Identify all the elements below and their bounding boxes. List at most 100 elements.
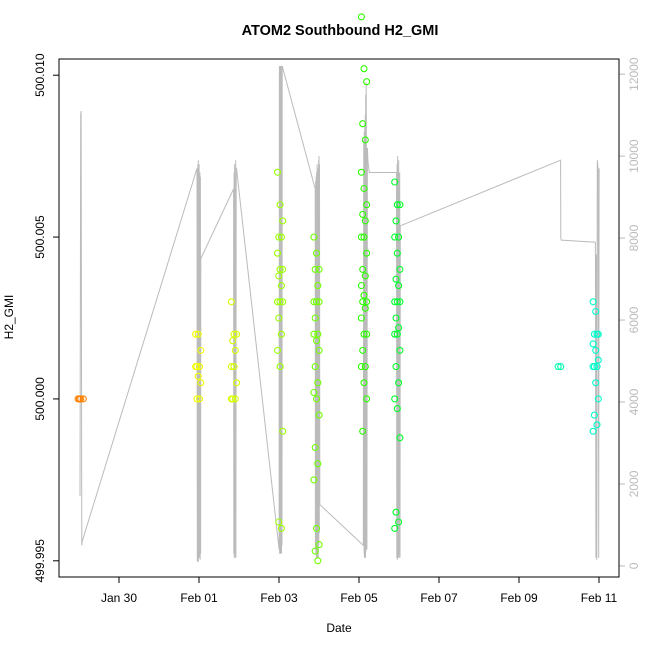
data-point: [231, 395, 239, 403]
data-point: [312, 298, 321, 306]
axes: Jan 30 Feb 01 Feb 03 Feb 05 Feb 07 Feb 09 Feb …: [33, 53, 641, 605]
altitude-series: [79, 65, 600, 562]
data-point: [310, 298, 318, 306]
data-point: [314, 379, 322, 387]
y2-tick-label: 8000: [627, 224, 641, 251]
data-point: [310, 233, 318, 241]
data-point: [396, 434, 404, 442]
data-point: [311, 314, 319, 322]
data-point: [192, 363, 200, 371]
x-tick-label: Jan 30: [101, 591, 137, 605]
x-tick-label: Feb 07: [420, 591, 458, 605]
data-point: [391, 395, 399, 403]
y-axis-label: H2_GMI: [2, 295, 16, 340]
data-point: [360, 233, 368, 241]
data-point: [314, 282, 322, 290]
data-point: [275, 314, 283, 322]
data-point: [275, 518, 283, 526]
x-tick-label: Feb 09: [500, 591, 538, 605]
data-point: [361, 217, 369, 225]
data-point: [273, 346, 282, 354]
data-point: [312, 337, 321, 345]
data-point: [590, 411, 598, 419]
y2-tick-label: 4000: [627, 388, 641, 415]
data-point: [360, 330, 368, 338]
data-point: [593, 330, 601, 338]
data-point: [194, 372, 202, 380]
y-tick-label: 500.000: [33, 377, 47, 421]
data-point: [197, 346, 205, 354]
data-point: [391, 298, 399, 306]
data-point: [227, 298, 235, 306]
data-point: [311, 547, 319, 555]
altitude-line: [79, 65, 600, 562]
data-point: [310, 476, 318, 484]
data-point: [279, 217, 287, 225]
data-point: [592, 379, 600, 387]
data-point: [275, 233, 283, 241]
data-point: [230, 330, 238, 338]
data-point: [359, 265, 367, 273]
y2-tick-label: 12000: [627, 57, 641, 91]
x-axis-label: Date: [326, 621, 352, 635]
data-point: [359, 427, 367, 435]
data-point: [312, 524, 321, 532]
data-point: [392, 275, 400, 283]
data-point: [363, 201, 371, 209]
y-tick-label: 499.995: [33, 539, 47, 583]
data-point: [391, 178, 399, 186]
data-point: [194, 330, 202, 338]
y-tick-label: 500.005: [33, 215, 47, 259]
data-point: [395, 282, 403, 290]
data-point: [393, 201, 401, 209]
data-point: [276, 298, 284, 306]
data-point: [395, 518, 403, 526]
data-point: [360, 184, 368, 193]
data-point: [277, 524, 285, 532]
data-point: [357, 168, 365, 176]
data-point: [79, 395, 87, 403]
data-point: [392, 217, 400, 225]
data-point: [273, 298, 282, 306]
data-point: [391, 524, 399, 532]
data-point: [359, 210, 367, 218]
data-point: [279, 298, 287, 306]
data-point: [396, 298, 404, 306]
data-point: [315, 298, 323, 306]
data-point: [231, 346, 239, 354]
data-point: [395, 233, 403, 241]
data-point: [233, 379, 241, 387]
data-point: [273, 168, 282, 176]
data-point: [311, 265, 319, 273]
data-point: [557, 363, 565, 371]
data-point: [589, 298, 597, 306]
x-tick-label: Feb 05: [340, 591, 378, 605]
data-point: [592, 307, 600, 316]
data-point: [593, 421, 601, 429]
x-tick-label: Feb 01: [180, 591, 218, 605]
data-point: [360, 65, 368, 73]
data-point: [276, 265, 284, 273]
data-point: [359, 120, 367, 128]
data-point: [363, 249, 371, 257]
data-point: [554, 363, 562, 371]
data-point: [193, 395, 201, 403]
data-point: [314, 557, 322, 565]
data-point: [396, 201, 404, 209]
data-point: [396, 346, 404, 354]
data-point: [279, 427, 287, 435]
data-point: [361, 136, 369, 144]
data-point: [392, 363, 400, 371]
data-point: [315, 346, 323, 354]
data-point: [75, 395, 83, 403]
data-point: [227, 395, 235, 403]
data-point: [363, 395, 371, 403]
data-point: [363, 330, 371, 338]
data-point: [233, 330, 241, 338]
data-point: [360, 379, 368, 387]
data-point: [392, 314, 400, 322]
data-point: [315, 265, 323, 273]
data-point: [276, 201, 284, 209]
data-point: [361, 272, 369, 280]
data-point: [393, 405, 401, 413]
